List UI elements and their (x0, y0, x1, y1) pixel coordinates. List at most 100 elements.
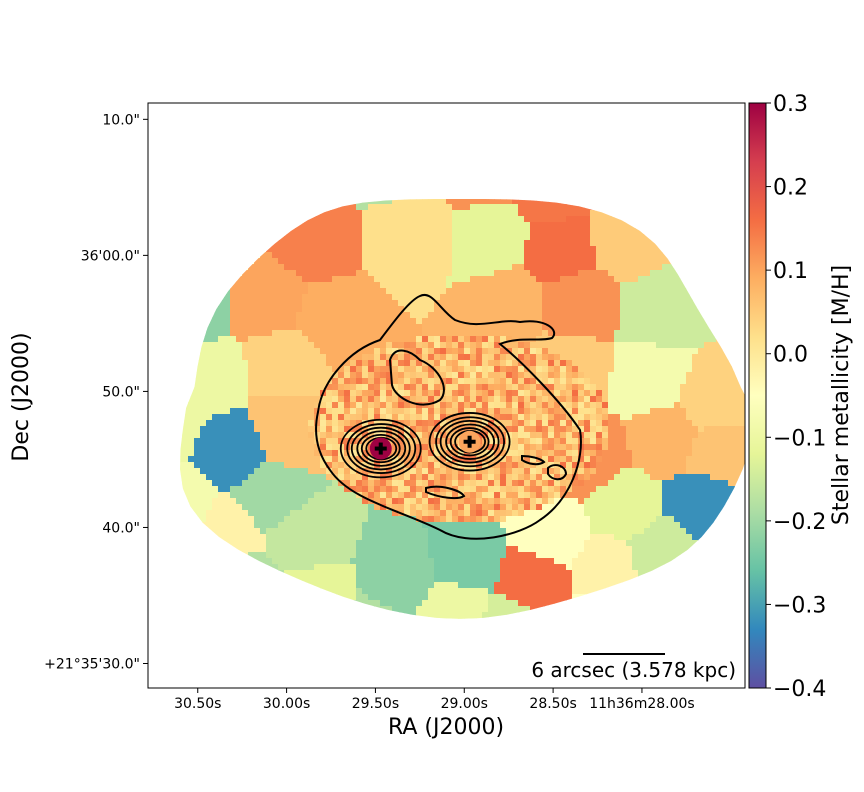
metallicity-bin (332, 240, 339, 247)
metallicity-bin (182, 222, 189, 229)
metallicity-bin (212, 432, 219, 439)
metallicity-bin (374, 426, 381, 433)
metallicity-bin (494, 462, 501, 469)
metallicity-bin (500, 192, 507, 199)
metallicity-bin (482, 348, 489, 355)
metallicity-bin (362, 240, 369, 247)
metallicity-bin (452, 432, 459, 439)
metallicity-bin (242, 222, 249, 229)
metallicity-bin (224, 282, 231, 289)
metallicity-bin (404, 354, 411, 361)
metallicity-bin (308, 204, 315, 211)
metallicity-bin (512, 486, 519, 493)
metallicity-bin (386, 456, 393, 463)
metallicity-bin (236, 186, 243, 193)
metallicity-bin (428, 378, 435, 385)
metallicity-bin (416, 216, 423, 223)
metallicity-bin (428, 390, 435, 397)
metallicity-bin (608, 270, 615, 277)
metallicity-bin (608, 186, 615, 193)
metallicity-bin (272, 324, 279, 331)
metallicity-bin (710, 456, 717, 463)
metallicity-bin (668, 199, 675, 205)
metallicity-bin (212, 204, 219, 211)
metallicity-bin (620, 468, 627, 475)
metallicity-bin (620, 390, 627, 397)
metallicity-bin (308, 438, 315, 445)
metallicity-bin (542, 486, 549, 493)
metallicity-bin (554, 456, 561, 463)
metallicity-bin (728, 199, 735, 205)
metallicity-bin (596, 240, 603, 247)
metallicity-bin (638, 372, 645, 379)
metallicity-bin (278, 372, 285, 379)
metallicity-bin (272, 426, 279, 433)
metallicity-bin (656, 270, 663, 277)
metallicity-bin (194, 378, 201, 385)
metallicity-bin (302, 300, 309, 307)
metallicity-bin (248, 486, 255, 493)
metallicity-bin (698, 474, 705, 481)
metallicity-bin (404, 402, 411, 409)
metallicity-bin (278, 450, 285, 457)
metallicity-bin (536, 348, 543, 355)
metallicity-bin (734, 408, 741, 415)
metallicity-bin (668, 222, 675, 229)
metallicity-bin (560, 204, 567, 211)
metallicity-bin (272, 366, 279, 373)
metallicity-bin (332, 276, 339, 283)
metallicity-bin (350, 354, 357, 361)
metallicity-bin (644, 462, 651, 469)
metallicity-bin (656, 288, 663, 295)
metallicity-bin (704, 444, 711, 451)
metallicity-bin (272, 204, 279, 211)
metallicity-bin (272, 480, 279, 487)
metallicity-bin (542, 360, 549, 367)
metallicity-bin (332, 384, 339, 391)
metallicity-bin (692, 300, 699, 307)
metallicity-bin (326, 426, 333, 433)
metallicity-bin (704, 276, 711, 283)
metallicity-bin (572, 408, 579, 415)
metallicity-bin (428, 474, 435, 481)
metallicity-bin (734, 288, 741, 295)
metallicity-bin (428, 324, 435, 331)
metallicity-bin (398, 360, 405, 367)
metallicity-bin (236, 276, 243, 283)
metallicity-bin (554, 216, 561, 223)
metallicity-bin (188, 354, 195, 361)
metallicity-bin (416, 264, 423, 271)
metallicity-bin (704, 354, 711, 361)
metallicity-bin (608, 234, 615, 241)
metallicity-bin (422, 348, 429, 355)
metallicity-bin (722, 306, 729, 313)
metallicity-bin (476, 204, 483, 211)
metallicity-bin (698, 402, 705, 409)
metallicity-bin (506, 330, 513, 337)
metallicity-bin (212, 306, 219, 313)
metallicity-bin (398, 240, 405, 247)
metallicity-bin (644, 384, 651, 391)
metallicity-bin (248, 396, 255, 403)
metallicity-bin (368, 282, 375, 289)
metallicity-bin (230, 180, 237, 187)
metallicity-bin (488, 210, 495, 217)
metallicity-bin (296, 330, 303, 337)
metallicity-bin (710, 264, 717, 271)
metallicity-bin (230, 492, 237, 499)
metallicity-bin (476, 378, 483, 385)
metallicity-bin (680, 252, 687, 259)
metallicity-bin (194, 210, 201, 217)
metallicity-bin (410, 444, 417, 451)
metallicity-bin (530, 234, 537, 241)
metallicity-bin (266, 342, 273, 349)
metallicity-bin (180, 228, 183, 235)
metallicity-bin (266, 234, 273, 241)
metallicity-bin (296, 438, 303, 445)
metallicity-bin (218, 222, 225, 229)
metallicity-bin (668, 438, 675, 445)
metallicity-bin (638, 204, 645, 211)
metallicity-bin (326, 462, 333, 469)
metallicity-bin (434, 450, 441, 457)
metallicity-bin (446, 402, 453, 409)
